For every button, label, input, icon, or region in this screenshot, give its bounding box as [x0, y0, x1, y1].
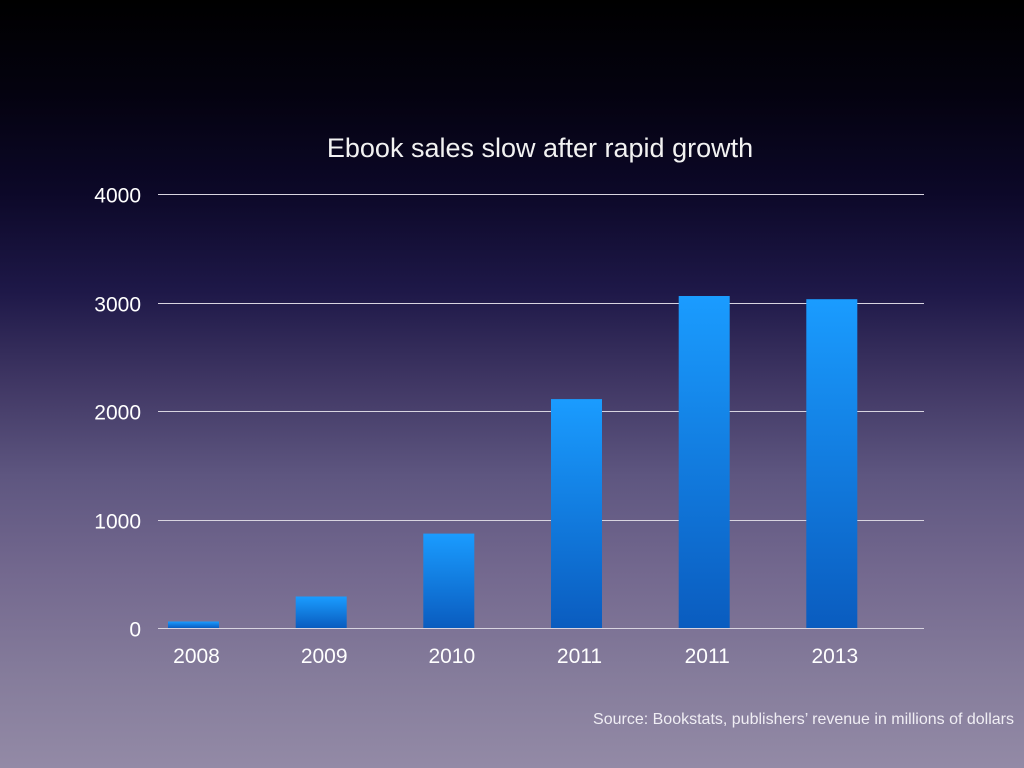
bar-2009-1: [295, 596, 347, 628]
source-note: Source: Bookstats, publishers’ revenue i…: [593, 711, 1014, 728]
x-tick-label: 2011: [685, 645, 730, 668]
y-tick-label: 2000: [94, 402, 141, 425]
x-tick-label: 2009: [301, 645, 348, 668]
y-tick-label: 0: [129, 619, 141, 642]
x-tick-label: 2008: [173, 645, 220, 668]
bar-2011-3: [551, 399, 602, 628]
y-tick-label: 1000: [94, 511, 141, 534]
bar-2010-2: [423, 533, 475, 628]
gridlines: [158, 194, 924, 629]
x-axis-ticks: 2008 2009 2010 2011 2011 2013: [173, 645, 858, 668]
bar-2011-4: [678, 296, 730, 628]
x-tick-label: 2011: [557, 645, 602, 668]
x-tick-label: 2013: [811, 645, 858, 668]
chart-title: Ebook sales slow after rapid growth: [327, 133, 753, 163]
bars: [168, 296, 858, 628]
x-tick-label: 2010: [428, 645, 475, 668]
y-axis-ticks: 0 1000 2000 3000 4000: [94, 185, 141, 642]
bar-2008-0: [168, 621, 219, 628]
y-tick-label: 4000: [94, 185, 141, 208]
bar-2013-5: [806, 299, 858, 628]
y-tick-label: 3000: [94, 294, 141, 317]
